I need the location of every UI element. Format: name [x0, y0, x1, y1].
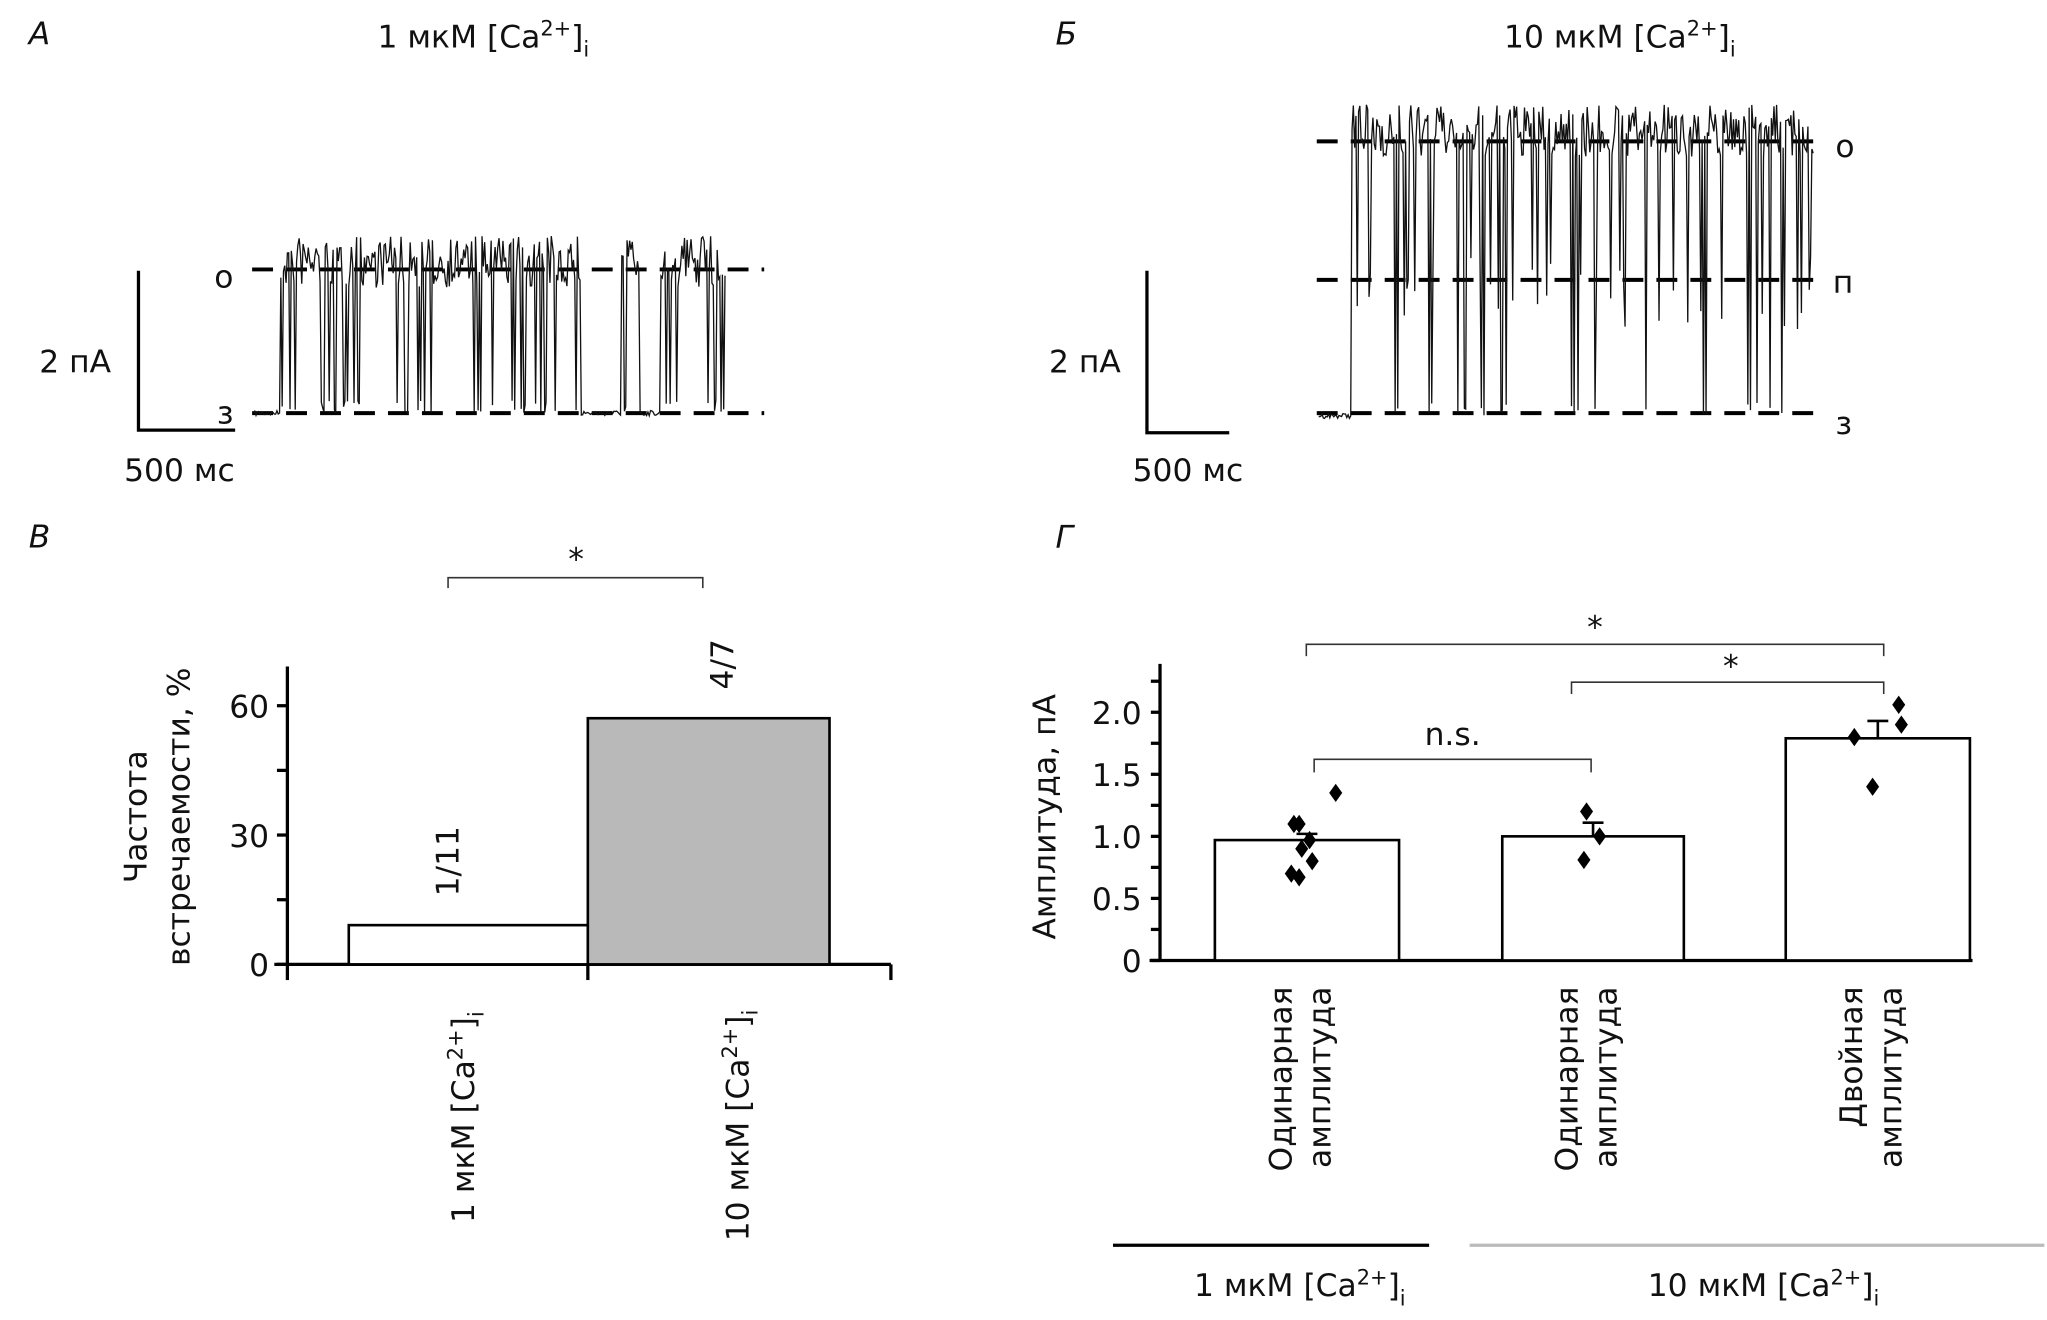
error-bar — [1867, 719, 1889, 739]
current-trace — [1318, 104, 1814, 420]
current-trace — [254, 235, 726, 418]
scale-x-label: 500 мс — [1133, 453, 1244, 489]
y-axis-label-line2: встречаемости, % — [161, 667, 197, 966]
x-tick-label-line2: амплитуда — [1302, 987, 1338, 1168]
x-tick-label-line1: Одинарная — [1263, 987, 1299, 1172]
data-point — [1892, 695, 1906, 714]
group-label-high: 10 мкМ [Ca2+]i — [1648, 1265, 1880, 1310]
data-point — [1579, 802, 1594, 821]
scale-y-label: 2 пА — [1049, 345, 1121, 381]
x-tick-label-line2: амплитуда — [1873, 987, 1909, 1168]
x-tick-label-line2: амплитуда — [1589, 987, 1625, 1168]
panel-v-chart: В Частота встречаемости, % 0 30 60 1/11 1 мк… — [29, 520, 893, 1242]
sub-level-label: п — [1833, 265, 1854, 301]
comparison-bracket — [1570, 681, 1885, 694]
y-axis-label: Амплитуда, пА — [1028, 693, 1064, 939]
y-tick-label: 60 — [229, 689, 269, 725]
bar-label: 1/11 — [431, 826, 467, 896]
y-tick-label: 1.0 — [1092, 820, 1142, 856]
data-point — [1577, 850, 1591, 870]
y-tick-label: 1.5 — [1092, 758, 1142, 794]
data-point — [1303, 830, 1317, 850]
group-label-low: 1 мкМ [Ca2+]i — [1194, 1265, 1406, 1310]
data-point — [1866, 777, 1880, 796]
bar — [347, 923, 590, 966]
significance-label: * — [568, 542, 584, 578]
error-bar — [1582, 821, 1604, 837]
scale-y-label: 2 пА — [39, 345, 111, 381]
closed-level-label: з — [217, 396, 234, 432]
panel-a: А 1 мкМ [Ca2+]i 2 пА 500 мс о з — [27, 17, 765, 489]
open-level-label: о — [1835, 129, 1854, 165]
comparison-bracket — [1305, 643, 1885, 657]
comparison-label: * — [1587, 610, 1603, 646]
comparison-label: * — [1723, 649, 1739, 685]
y-tick-label: 0 — [249, 948, 269, 984]
panel-a-letter: А — [27, 17, 50, 53]
data-point — [1894, 715, 1908, 734]
panel-a-title: 1 мкМ [Ca2+]i — [378, 17, 590, 62]
panel-g-chart: Г Амплитуда, пА 1 мкМ [Ca2+]i 10 мкМ [Ca… — [1028, 520, 2045, 1310]
scale-x-label: 500 мс — [124, 453, 235, 489]
scale-bar — [136, 270, 236, 432]
bar — [1213, 838, 1401, 962]
y-tick-label: 2.0 — [1092, 696, 1142, 732]
x-tick-label: 10 мкМ [Ca2+]i — [718, 1010, 763, 1242]
data-point — [1305, 852, 1319, 871]
comparison-bracket — [1313, 758, 1592, 773]
panel-v-letter: В — [29, 520, 51, 556]
significance-bracket — [447, 576, 704, 589]
panel-g-letter: Г — [1056, 520, 1076, 556]
bar-label: 4/7 — [705, 639, 741, 689]
bar — [1784, 737, 1972, 962]
scale-bar — [1145, 270, 1230, 435]
panel-b-letter: Б — [1056, 17, 1078, 53]
open-level-label: о — [214, 260, 233, 296]
data-point — [1329, 783, 1343, 803]
panel-b: Б 10 мкМ [Ca2+]i 2 пА 500 мс о п з — [1049, 17, 1855, 489]
x-tick-label: 1 мкМ [Ca2+]i — [443, 1011, 488, 1223]
x-tick-label-line1: Двойная — [1834, 987, 1870, 1128]
panel-b-title: 10 мкМ [Ca2+]i — [1504, 17, 1736, 62]
closed-level-label: з — [1835, 406, 1852, 442]
y-tick-label: 30 — [229, 819, 269, 855]
x-tick-label-line1: Одинарная — [1549, 987, 1585, 1172]
bar — [1500, 835, 1686, 962]
y-tick-label: 0.5 — [1092, 882, 1142, 918]
bar — [586, 716, 831, 966]
comparison-label: n.s. — [1425, 717, 1481, 753]
y-tick-label: 0 — [1122, 944, 1142, 980]
y-axis-label-line1: Частота — [118, 750, 154, 883]
